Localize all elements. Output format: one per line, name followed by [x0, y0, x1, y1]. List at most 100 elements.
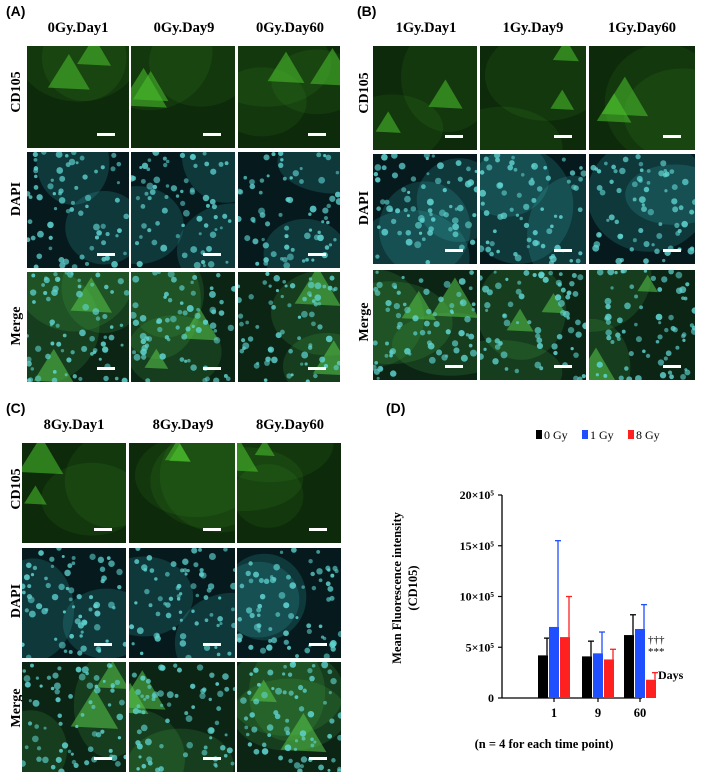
- x-tick-label: 9: [595, 706, 601, 720]
- bar-1gy-day-1: [549, 626, 559, 698]
- legend-label-1: 1 Gy: [590, 428, 614, 442]
- panel-c-col-header-2: 8Gy.Day9: [152, 417, 214, 433]
- bar-1gy-day-60: [635, 628, 645, 698]
- panel-b-merge-image-1: [373, 270, 477, 380]
- panel-a-cd105-image-2: [131, 46, 235, 148]
- scale-bar: [445, 135, 463, 138]
- panel-c-cd105-image-2: [129, 443, 235, 543]
- panel-a-col-header-1: 0Gy.Day1: [47, 20, 109, 36]
- panel-letter-d: (D): [386, 400, 406, 416]
- panel-b-col-header-1: 1Gy.Day1: [395, 20, 457, 36]
- panel-c-dapi-image-1: [22, 548, 126, 658]
- scale-bar: [97, 367, 115, 370]
- panel-a-merge-image-3: [238, 272, 340, 382]
- panel-b-row-label-dapi: DAPI: [357, 190, 372, 226]
- scale-bar: [308, 133, 326, 136]
- scale-bar: [203, 133, 221, 136]
- panel-c-cd105-image-3: [237, 443, 341, 543]
- panel-b-cd105-image-2: [480, 46, 586, 150]
- chart-annotation-daggers: †††: [648, 634, 665, 646]
- scale-bar: [663, 135, 681, 138]
- panel-b-dapi-image-3: [589, 154, 695, 264]
- panel-c-merge-image-1: [22, 662, 126, 772]
- panel-c-col-header-3: 8Gy.Day60: [255, 417, 325, 433]
- x-tick-label: 1: [551, 706, 557, 720]
- scale-bar: [445, 249, 463, 252]
- panel-letter-a: (A): [6, 3, 26, 19]
- chart-xlabel: Days: [658, 668, 684, 682]
- bar-0gy-day-60: [624, 635, 634, 698]
- scale-bar: [445, 365, 463, 368]
- y-tick-label: 20×10⁵: [460, 488, 495, 502]
- panel-a-row-label-cd105: CD105: [9, 71, 24, 113]
- scale-bar: [554, 365, 572, 368]
- panel-letter-c: (C): [6, 400, 26, 416]
- bar-chart-cd105: 0 Gy 1 Gy 8 Gy Mean Fluorescence intensity…: [390, 428, 684, 751]
- chart-ylabel-unit: (CD105): [406, 565, 420, 610]
- scale-bar: [663, 365, 681, 368]
- y-tick-label: 5×10⁵: [466, 640, 495, 654]
- bar-0gy-day-1: [538, 655, 548, 698]
- panel-b-row-label-merge: Merge: [357, 302, 372, 342]
- panel-b-cd105-image-1: [373, 46, 477, 150]
- chart-footnote: (n = 4 for each time point): [475, 737, 614, 751]
- bar-8gy-day-9: [604, 659, 614, 698]
- scale-bar: [308, 367, 326, 370]
- panel-a-dapi-image-2: [131, 152, 235, 268]
- panel-c-merge-image-3: [237, 662, 341, 772]
- panel-b-dapi-image-1: [373, 154, 477, 264]
- scale-bar: [97, 253, 115, 256]
- bar-8gy-day-1: [560, 637, 570, 698]
- scale-bar: [94, 757, 112, 760]
- panel-b-row-label-cd105: CD105: [357, 72, 372, 114]
- scale-bar: [203, 367, 221, 370]
- scale-bar: [94, 528, 112, 531]
- scale-bar: [203, 253, 221, 256]
- chart-ylabel: Mean Fluorescence intensity: [390, 511, 404, 664]
- scale-bar: [97, 133, 115, 136]
- scale-bar: [203, 757, 221, 760]
- panel-a-row-label-dapi: DAPI: [9, 181, 24, 217]
- scale-bar: [94, 643, 112, 646]
- panel-b-col-header-3: 1Gy.Day60: [607, 20, 677, 36]
- panel-c-merge-image-2: [129, 662, 235, 772]
- panel-b-col-header-2: 1Gy.Day9: [502, 20, 564, 36]
- scale-bar: [309, 528, 327, 531]
- panel-a-merge-image-1: [27, 272, 129, 382]
- scale-bar: [309, 757, 327, 760]
- bar-1gy-day-9: [593, 653, 603, 698]
- scale-bar: [554, 249, 572, 252]
- x-tick-label: 60: [634, 706, 647, 720]
- panel-a-merge-image-2: [131, 272, 235, 382]
- bar-0gy-day-9: [582, 656, 592, 698]
- legend-label-0: 0 Gy: [544, 428, 568, 442]
- scale-bar: [203, 528, 221, 531]
- panel-c-cd105-image-1: [22, 443, 126, 543]
- chart-bars: [538, 540, 658, 698]
- panel-a-dapi-image-1: [27, 152, 129, 268]
- legend-swatch-1: [582, 430, 588, 439]
- bar-8gy-day-60: [646, 679, 656, 698]
- panel-a-col-header-3: 0Gy.Day60: [255, 20, 325, 36]
- legend-label-2: 8 Gy: [636, 428, 660, 442]
- scale-bar: [203, 643, 221, 646]
- scale-bar: [554, 135, 572, 138]
- panel-c-dapi-image-3: [237, 548, 341, 658]
- panel-letter-b: (B): [357, 3, 377, 19]
- panel-b-dapi-image-2: [480, 154, 586, 264]
- panel-b-merge-image-2: [480, 270, 586, 380]
- chart-x-axis: 1 9 60: [502, 697, 647, 720]
- chart-annotation-stars: ***: [648, 646, 665, 658]
- panel-b-cd105-image-3: [589, 46, 695, 150]
- y-tick-label: 0: [488, 691, 494, 705]
- panel-a-cd105-image-1: [27, 46, 129, 148]
- legend-swatch-0: [536, 430, 542, 439]
- y-tick-label: 10×10⁵: [460, 590, 495, 604]
- scale-bar: [663, 249, 681, 252]
- panel-a-dapi-image-3: [238, 152, 340, 268]
- chart-y-axis: 0 5×10⁵ 10×10⁵ 15×10⁵ 20×10⁵: [460, 488, 503, 705]
- panel-a-row-label-merge: Merge: [9, 306, 24, 346]
- panel-a-cd105-image-3: [238, 46, 340, 148]
- legend-swatch-2: [628, 430, 634, 439]
- panel-b-merge-image-3: [589, 270, 695, 380]
